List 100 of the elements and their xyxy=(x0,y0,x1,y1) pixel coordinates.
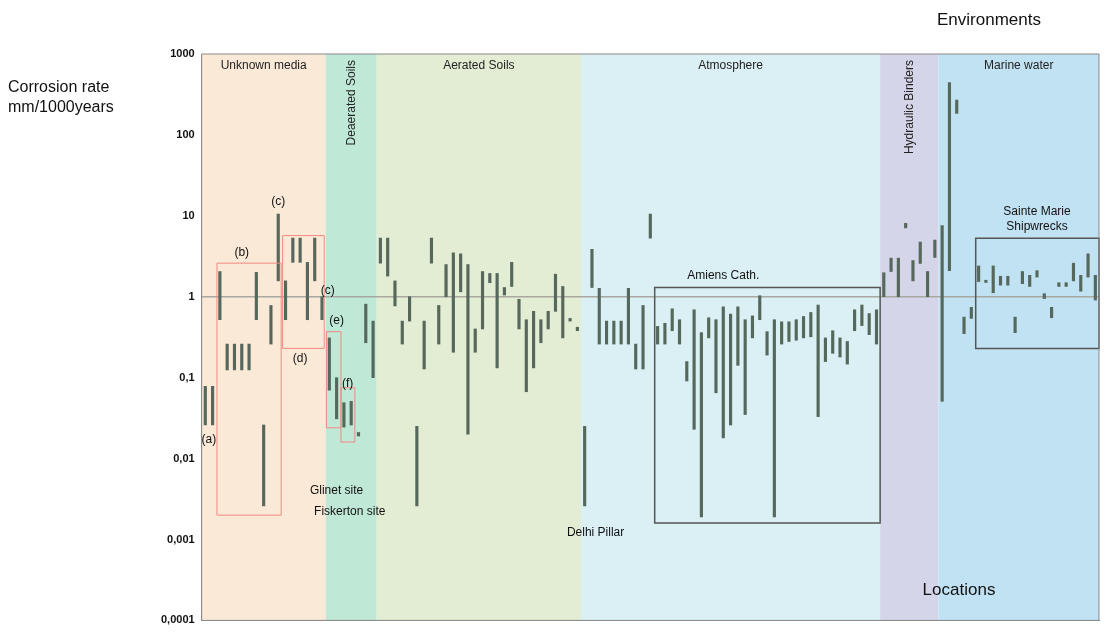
bar xyxy=(991,265,995,294)
y-tick-label: 1000 xyxy=(170,47,195,60)
bar xyxy=(1086,253,1090,278)
bar xyxy=(502,287,506,296)
bar xyxy=(984,279,988,283)
bar xyxy=(583,426,587,507)
bar xyxy=(860,304,864,326)
text: Environments xyxy=(937,9,1041,29)
bar xyxy=(889,257,893,272)
bar xyxy=(692,309,696,430)
bar xyxy=(590,249,594,288)
annotation: (c) xyxy=(320,282,335,297)
bar xyxy=(422,320,426,370)
bar xyxy=(648,213,652,239)
bar xyxy=(546,311,550,330)
bar xyxy=(896,257,900,298)
y-tick-label: 0,001 xyxy=(167,532,195,545)
bar xyxy=(721,306,725,439)
bar xyxy=(480,271,485,330)
bar xyxy=(794,319,798,341)
y-axis-title: Corrosion rate mm/1000years xyxy=(8,78,114,116)
bar xyxy=(750,315,755,339)
bar xyxy=(1057,282,1061,287)
bar xyxy=(320,296,324,321)
y-tick-label: 10 xyxy=(182,208,195,221)
bar xyxy=(1093,274,1097,301)
bar xyxy=(801,316,806,339)
y-tick-label: 0,01 xyxy=(173,451,195,464)
annotation: Sainte Marie Shipwrecks xyxy=(1003,204,1071,234)
bar xyxy=(553,273,558,312)
bar xyxy=(940,225,944,402)
bar xyxy=(787,321,791,342)
bar xyxy=(575,326,579,332)
annotation: Atmosphere xyxy=(698,58,764,73)
annotation: Locations xyxy=(922,580,996,600)
bar xyxy=(1071,262,1076,282)
bar xyxy=(1028,274,1032,287)
bar xyxy=(400,320,404,345)
bar xyxy=(342,402,346,428)
bar xyxy=(823,337,827,362)
y-tick-label: 100 xyxy=(176,127,195,140)
bar xyxy=(459,253,463,293)
bar xyxy=(699,332,703,518)
bar xyxy=(386,237,390,277)
bar xyxy=(1050,306,1054,319)
bar xyxy=(656,326,660,345)
annotation: (e) xyxy=(329,313,344,328)
annotation: (f) xyxy=(341,375,354,390)
bar xyxy=(532,311,536,369)
bar xyxy=(524,319,528,393)
bar xyxy=(276,213,280,282)
bar xyxy=(371,320,375,378)
bar xyxy=(1020,271,1024,285)
bar xyxy=(444,264,448,298)
annotation: Aerated Soils xyxy=(443,58,515,73)
y-tick-label: 0,0001 xyxy=(160,613,195,626)
bar xyxy=(728,313,733,426)
bar xyxy=(1064,282,1068,287)
bar xyxy=(335,377,339,420)
annotation: Amiens Cath. xyxy=(687,268,760,283)
bar xyxy=(677,319,682,345)
bar xyxy=(845,341,849,365)
bar xyxy=(969,306,973,319)
annotation: (b) xyxy=(234,245,250,260)
bar xyxy=(378,237,382,264)
bar xyxy=(918,241,922,264)
bar xyxy=(313,237,317,282)
annotation: (a) xyxy=(201,432,217,447)
bar xyxy=(831,330,835,354)
annotation: Unknown media xyxy=(220,58,307,73)
bar xyxy=(539,319,543,344)
bar xyxy=(743,319,747,415)
bar xyxy=(626,288,631,345)
bar xyxy=(962,316,966,334)
bar xyxy=(925,271,930,298)
bar xyxy=(232,343,237,371)
bar xyxy=(568,318,572,322)
bar xyxy=(604,320,609,345)
bar xyxy=(867,313,871,335)
y-tick-label: 1 xyxy=(188,289,195,302)
bar xyxy=(853,309,857,332)
bar xyxy=(765,331,769,356)
bar xyxy=(874,309,879,345)
bar xyxy=(473,328,477,353)
bar xyxy=(437,305,441,345)
bar xyxy=(240,343,244,371)
bar xyxy=(510,262,514,287)
bar xyxy=(780,321,784,345)
bar xyxy=(911,260,915,282)
bar xyxy=(1035,270,1039,278)
bar xyxy=(714,319,718,394)
bar xyxy=(451,252,455,353)
bar xyxy=(283,280,288,321)
bar xyxy=(772,319,776,518)
bar xyxy=(612,320,616,345)
bar xyxy=(407,296,412,322)
bar xyxy=(495,273,499,369)
bar xyxy=(225,343,229,371)
bar xyxy=(955,99,959,114)
bar xyxy=(670,308,674,332)
